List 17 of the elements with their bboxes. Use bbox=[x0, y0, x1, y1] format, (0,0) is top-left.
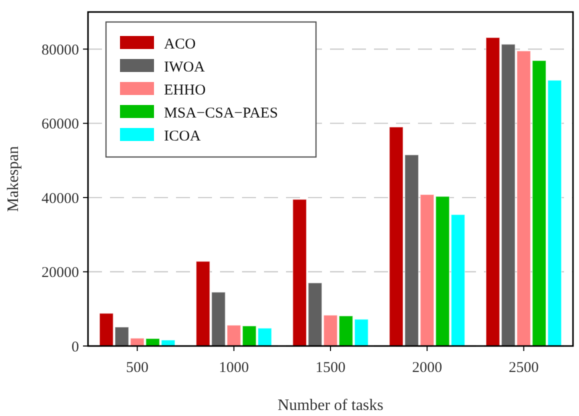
y-tick-label: 40000 bbox=[42, 190, 79, 207]
x-tick-label: 500 bbox=[126, 360, 149, 376]
legend-label: MSA−CSA−PAES bbox=[164, 105, 278, 122]
legend-label: IWOA bbox=[164, 59, 205, 76]
legend-label: ICOA bbox=[164, 128, 201, 144]
y-tick-label: 20000 bbox=[42, 265, 79, 282]
x-tick-label: 2000 bbox=[412, 360, 442, 376]
legend-label: EHHO bbox=[164, 82, 206, 98]
x-tick-label: 2500 bbox=[508, 360, 539, 376]
x-tick-label: 1000 bbox=[218, 360, 249, 376]
x-axis-title: Number of tasks bbox=[278, 397, 384, 414]
x-tick-label: 1500 bbox=[316, 360, 346, 376]
y-axis-title: Makespan bbox=[5, 146, 22, 212]
y-tick-label: 80000 bbox=[42, 42, 79, 58]
legend-label: ACO bbox=[164, 36, 196, 52]
y-tick-label: 0 bbox=[72, 339, 79, 356]
y-tick-label: 60000 bbox=[42, 116, 79, 133]
